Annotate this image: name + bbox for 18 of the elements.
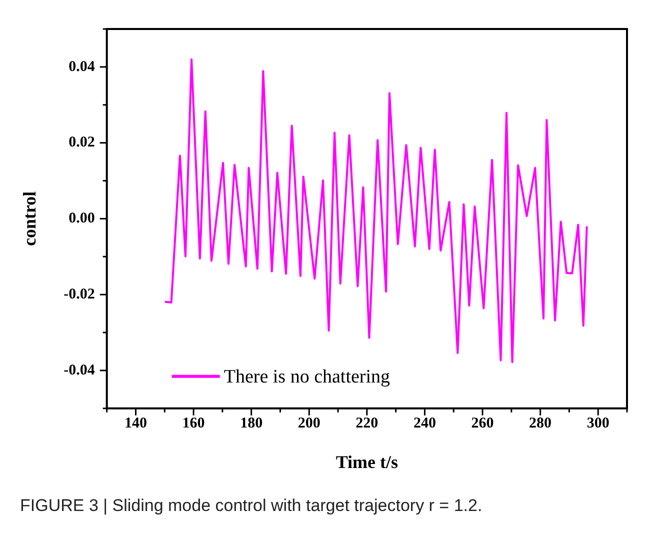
y-axis-title: control [19, 191, 40, 246]
legend-label: There is no chattering [224, 366, 391, 388]
x-tick-label: 220 [356, 415, 378, 432]
y-tick-label: -0.02 [64, 286, 95, 302]
y-tick-label: -0.04 [64, 362, 96, 378]
x-tick-label: 300 [586, 415, 610, 432]
y-tick-label: 0.02 [68, 134, 95, 151]
x-tick-label: 160 [182, 415, 205, 432]
x-tick-label: 260 [471, 415, 494, 432]
y-tick-label: 0.04 [68, 58, 96, 75]
y-tick-label: 0.00 [68, 210, 95, 227]
x-tick-label: 140 [124, 415, 147, 432]
x-axis-title: Time t/s [336, 452, 398, 472]
x-tick-label: 200 [298, 415, 320, 432]
x-tick-label: 240 [413, 415, 436, 432]
x-tick-label: 280 [529, 415, 552, 432]
x-tick-label: 180 [240, 415, 263, 432]
caption: FIGURE 3 | Sliding mode control with target trajectory r = 1.2. [20, 496, 484, 516]
